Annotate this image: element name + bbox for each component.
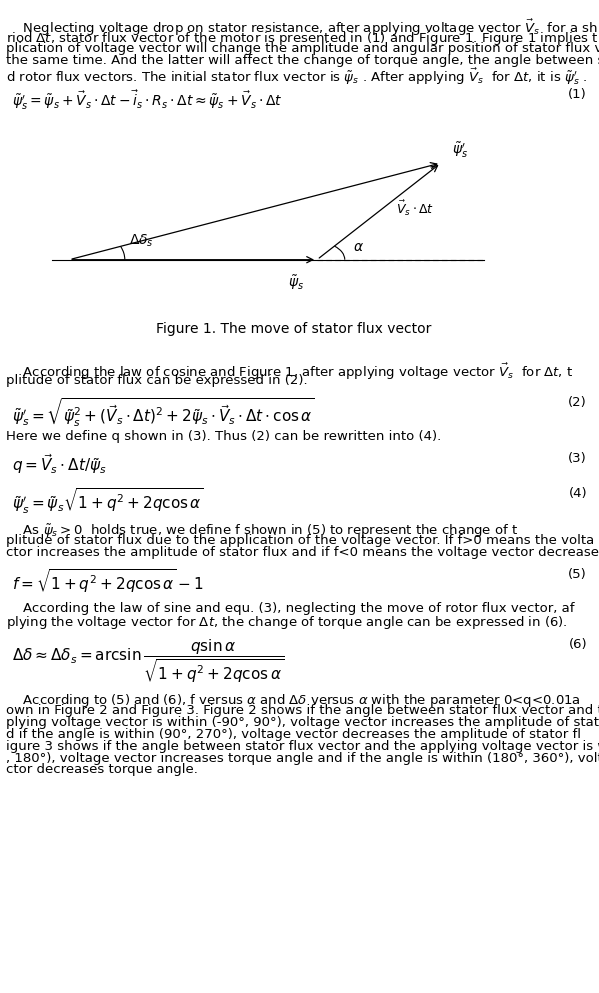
- Text: $\Delta\delta \approx \Delta\delta_s = \arcsin\dfrac{q\sin\alpha}{\sqrt{1 + q^2 : $\Delta\delta \approx \Delta\delta_s = \…: [12, 638, 284, 685]
- Text: , 180°), voltage vector increases torque angle and if the angle is within (180°,: , 180°), voltage vector increases torque…: [6, 752, 599, 765]
- Text: d if the angle is within (90°, 270°), voltage vector decreases the amplitude of : d if the angle is within (90°, 270°), vo…: [6, 728, 581, 741]
- Text: plitude of stator flux can be expressed in (2).: plitude of stator flux can be expressed …: [6, 374, 308, 387]
- Text: plying the voltage vector for $\Delta t$, the change of torque angle can be expr: plying the voltage vector for $\Delta t$…: [6, 614, 568, 631]
- Text: riod $\Delta t$, stator flux vector of the motor is presented in (1) and Figure : riod $\Delta t$, stator flux vector of t…: [6, 30, 598, 47]
- Text: As $\tilde{\psi}_s > 0$  holds true, we define f shown in (5) to represent the c: As $\tilde{\psi}_s > 0$ holds true, we d…: [6, 522, 518, 539]
- Text: own in Figure 2 and Figure 3. Figure 2 shows if the angle between stator flux ve: own in Figure 2 and Figure 3. Figure 2 s…: [6, 704, 599, 717]
- Text: Here we define q shown in (3). Thus (2) can be rewritten into (4).: Here we define q shown in (3). Thus (2) …: [6, 430, 441, 443]
- Text: $\tilde{\psi}_s$: $\tilde{\psi}_s$: [288, 273, 304, 292]
- Text: igure 3 shows if the angle between stator flux vector and the applying voltage v: igure 3 shows if the angle between stato…: [6, 740, 599, 753]
- Text: ctor increases the amplitude of stator flux and if f<0 means the voltage vector : ctor increases the amplitude of stator f…: [6, 546, 599, 559]
- Text: (6): (6): [568, 638, 587, 651]
- Text: $\tilde{\psi}_s' = \tilde{\psi}_s \sqrt{1 + q^2 + 2q\cos\alpha}$: $\tilde{\psi}_s' = \tilde{\psi}_s \sqrt{…: [12, 487, 204, 516]
- Text: $\vec{V}_s \cdot \Delta t$: $\vec{V}_s \cdot \Delta t$: [396, 199, 434, 218]
- Text: (5): (5): [568, 568, 587, 581]
- Text: plication of voltage vector will change the amplitude and angular position of st: plication of voltage vector will change …: [6, 42, 599, 55]
- Text: According the law of cosine and Figure 1, after applying voltage vector $\vec{V}: According the law of cosine and Figure 1…: [6, 362, 573, 382]
- Text: plitude of stator flux due to the application of the voltage vector. If f>0 mean: plitude of stator flux due to the applic…: [6, 534, 594, 547]
- Text: (1): (1): [568, 88, 587, 101]
- Text: $f = \sqrt{1 + q^2 + 2q\cos\alpha} - 1$: $f = \sqrt{1 + q^2 + 2q\cos\alpha} - 1$: [12, 568, 204, 596]
- Text: $\Delta\delta_s$: $\Delta\delta_s$: [129, 232, 154, 249]
- Text: (2): (2): [568, 396, 587, 409]
- Text: Figure 1. The move of stator flux vector: Figure 1. The move of stator flux vector: [156, 322, 431, 336]
- Text: According to (5) and (6), f versus $\alpha$ and $\Delta\delta$ versus $\alpha$ w: According to (5) and (6), f versus $\alp…: [6, 692, 581, 709]
- Text: (4): (4): [568, 487, 587, 500]
- Text: $\tilde{\psi}_s' = \sqrt{\tilde{\psi}_s^2 + (\vec{V}_s \cdot \Delta t)^2 + 2\til: $\tilde{\psi}_s' = \sqrt{\tilde{\psi}_s^…: [12, 396, 315, 429]
- Text: $\tilde{\psi}_s' = \tilde{\psi}_s + \vec{V}_s \cdot \Delta t - \vec{i}_s \cdot R: $\tilde{\psi}_s' = \tilde{\psi}_s + \vec…: [12, 88, 283, 111]
- Text: d rotor flux vectors. The initial stator flux vector is $\tilde{\psi}_s$ . After: d rotor flux vectors. The initial stator…: [6, 66, 587, 86]
- Text: According the law of sine and equ. (3), neglecting the move of rotor flux vector: According the law of sine and equ. (3), …: [6, 602, 574, 615]
- Text: ctor decreases torque angle.: ctor decreases torque angle.: [6, 764, 198, 777]
- Text: $q = \vec{V}_s \cdot \Delta t / \tilde{\psi}_s$: $q = \vec{V}_s \cdot \Delta t / \tilde{\…: [12, 452, 107, 476]
- Text: (3): (3): [568, 452, 587, 465]
- Text: the same time. And the latter will affect the change of torque angle, the angle : the same time. And the latter will affec…: [6, 54, 599, 67]
- Text: plying voltage vector is within (-90°, 90°), voltage vector increases the amplit: plying voltage vector is within (-90°, 9…: [6, 716, 599, 729]
- Text: Neglecting voltage drop on stator resistance, after applying voltage vector $\ve: Neglecting voltage drop on stator resist…: [6, 18, 598, 39]
- Text: $\tilde{\psi}_s'$: $\tilde{\psi}_s'$: [452, 141, 468, 160]
- Text: $\alpha$: $\alpha$: [353, 240, 364, 254]
